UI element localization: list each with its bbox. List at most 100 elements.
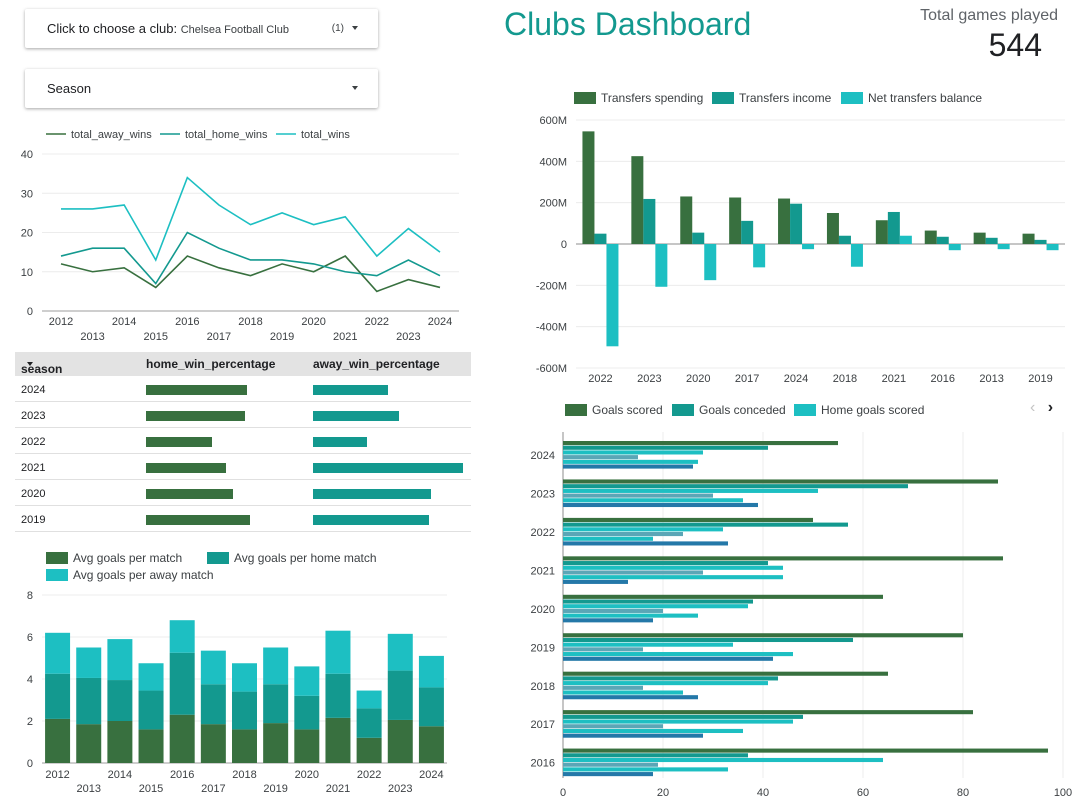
bar <box>1034 239 1047 244</box>
bar <box>563 613 698 618</box>
chevron-down-icon <box>352 86 358 90</box>
bar <box>563 561 768 566</box>
bar <box>563 541 728 546</box>
series-line-total_away_wins <box>60 255 441 293</box>
legend-label: Transfers spending <box>601 91 703 105</box>
bar <box>985 237 998 244</box>
bar <box>563 599 753 604</box>
bar <box>753 244 766 268</box>
bar-segment <box>387 670 413 720</box>
legend-swatch <box>565 404 587 416</box>
x-tick-label: 2013 <box>76 783 100 795</box>
bar-segment <box>138 663 164 691</box>
bar-segment <box>263 647 289 685</box>
bar <box>563 728 743 734</box>
bar <box>704 244 717 281</box>
bar-segment <box>325 717 351 763</box>
legend-label: Home goals scored <box>821 403 924 417</box>
bar <box>563 733 703 738</box>
season-selector[interactable]: Season <box>25 69 378 108</box>
bar <box>948 244 961 251</box>
bar-segment <box>294 695 320 730</box>
y-tick-label: 0 <box>27 758 33 770</box>
bar <box>563 441 838 446</box>
bar-segment <box>107 721 133 763</box>
y-tick-label: 2020 <box>531 604 555 616</box>
bar <box>997 244 1010 250</box>
home-win-bar <box>146 437 212 447</box>
bar <box>563 464 693 469</box>
bar <box>563 652 793 657</box>
bar <box>1022 233 1035 244</box>
bar <box>563 527 723 532</box>
y-tick-label: -200M <box>536 280 567 292</box>
legend-label: Net transfers balance <box>868 91 982 105</box>
club-selector[interactable]: Click to choose a club: Chelsea Football… <box>25 9 378 48</box>
table-row: 2024 <box>15 376 471 402</box>
chevron-down-icon <box>352 26 358 30</box>
legend-swatch <box>794 404 816 416</box>
bar <box>563 579 628 584</box>
legend-label: Goals conceded <box>699 403 786 417</box>
y-tick-label: 40 <box>21 149 33 161</box>
away-win-bar <box>313 437 367 447</box>
x-tick-label: 2023 <box>637 373 661 385</box>
bar <box>563 608 663 613</box>
row-season: 2023 <box>21 410 46 422</box>
legend-swatch <box>841 92 863 104</box>
club-selector-count: (1) <box>331 23 344 34</box>
series-line-total_wins <box>61 176 441 262</box>
x-tick-label: 2021 <box>882 373 906 385</box>
bar <box>1046 244 1059 251</box>
legend-label: Avg goals per home match <box>234 551 377 565</box>
bar <box>594 233 607 244</box>
bar-segment <box>356 690 382 709</box>
bar <box>563 604 748 609</box>
x-tick-label: 0 <box>560 787 566 799</box>
x-tick-label: 2020 <box>301 316 325 328</box>
bar-segment <box>200 684 226 725</box>
bar-segment <box>294 729 320 763</box>
chart-pager: ‹ › <box>1030 399 1053 417</box>
y-tick-label: 2019 <box>531 642 555 654</box>
bar <box>563 762 658 767</box>
pager-prev-button[interactable]: ‹ <box>1030 399 1036 416</box>
bar-segment <box>45 632 71 674</box>
y-tick-label: 2024 <box>531 450 555 462</box>
home-win-bar <box>146 489 234 499</box>
home-win-bar <box>146 515 251 525</box>
bar <box>563 685 643 690</box>
home-win-bar <box>146 463 226 473</box>
bar <box>790 203 803 244</box>
away-win-bar <box>313 463 463 473</box>
bar <box>563 459 698 464</box>
bar-segment <box>232 663 257 692</box>
pager-next-button[interactable]: › <box>1047 399 1054 416</box>
bar-segment <box>138 729 164 763</box>
bar-segment <box>356 737 382 763</box>
x-tick-label: 2024 <box>419 769 443 781</box>
legend-swatch <box>672 404 694 416</box>
bar-segment <box>169 652 195 715</box>
bar <box>563 445 768 450</box>
x-tick-label: 2015 <box>144 331 168 343</box>
bar-segment <box>200 650 226 685</box>
kpi-label: Total games played <box>920 7 1058 24</box>
table-row: 2019 <box>15 506 471 532</box>
table-row: 2020 <box>15 480 471 506</box>
x-tick-label: 2015 <box>139 783 163 795</box>
bar <box>563 517 813 522</box>
bar <box>563 618 653 623</box>
avg-goals-chart: 0 2 4 6 8 2012 2013 2014 2015 2016 2017 2018 2019 202… <box>27 551 447 795</box>
x-tick-label: 2016 <box>175 316 199 328</box>
y-tick-label: 2023 <box>531 489 555 501</box>
header-away-win-percentage[interactable]: away_win_percentage <box>313 357 440 371</box>
y-tick-label: -400M <box>536 322 567 334</box>
bar <box>563 594 883 599</box>
bar <box>563 493 713 498</box>
bar <box>692 232 705 244</box>
bar-segment <box>418 687 444 727</box>
header-home-win-percentage[interactable]: home_win_percentage <box>146 357 276 371</box>
bar <box>838 235 851 244</box>
row-season: 2019 <box>21 514 46 526</box>
